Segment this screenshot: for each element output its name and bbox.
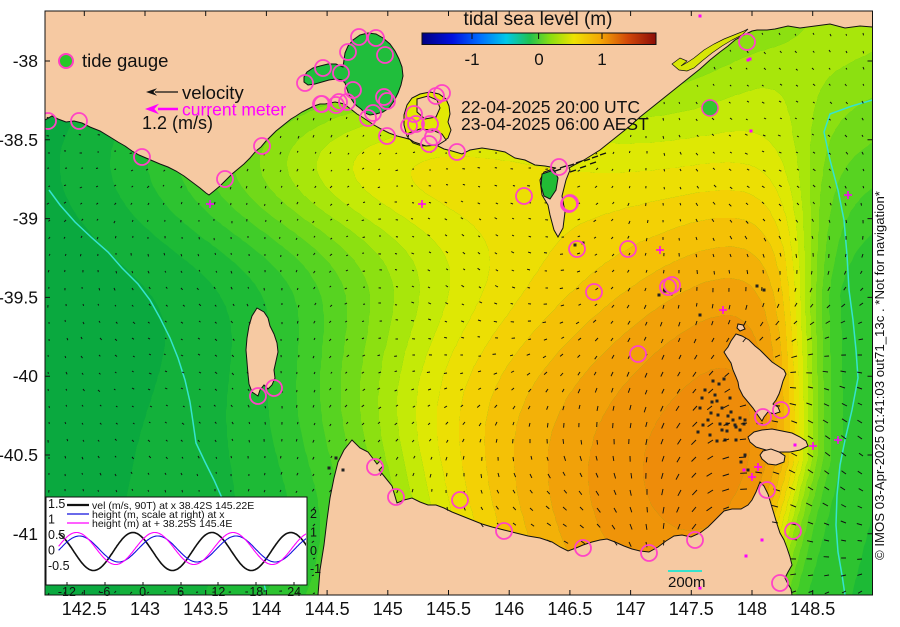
svg-text:144.5: 144.5	[305, 599, 350, 619]
svg-text:0: 0	[139, 585, 146, 599]
svg-text:1: 1	[597, 50, 606, 69]
svg-text:-39.5: -39.5	[0, 287, 38, 307]
svg-text:148.5: 148.5	[790, 599, 835, 619]
svg-text:tide gauge: tide gauge	[82, 50, 168, 71]
svg-text:1.2 (m/s): 1.2 (m/s)	[142, 113, 213, 133]
svg-text:current meter: current meter	[182, 100, 286, 120]
svg-text:6: 6	[177, 585, 184, 599]
svg-text:146: 146	[494, 599, 524, 619]
svg-text:23-04-2025 06:00 AEST: 23-04-2025 06:00 AEST	[461, 114, 649, 134]
svg-text:vel (m/s, 90T) at x 38.42S 145: vel (m/s, 90T) at x 38.42S 145.22E	[92, 500, 254, 512]
svg-text:1.5: 1.5	[48, 497, 65, 511]
svg-text:145.5: 145.5	[426, 599, 471, 619]
svg-text:22-04-2025 20:00 UTC: 22-04-2025 20:00 UTC	[461, 97, 640, 117]
svg-text:-1: -1	[464, 50, 479, 69]
svg-text:147.5: 147.5	[669, 599, 714, 619]
svg-text:148: 148	[737, 599, 767, 619]
svg-text:-12: -12	[58, 585, 76, 599]
svg-text:0: 0	[310, 544, 317, 558]
svg-text:-38: -38	[13, 51, 38, 71]
svg-text:18: 18	[249, 585, 263, 599]
svg-text:-0.5: -0.5	[48, 559, 70, 573]
svg-text:-1: -1	[310, 562, 321, 576]
svg-text:142.5: 142.5	[62, 599, 107, 619]
svg-text:144: 144	[251, 599, 281, 619]
svg-text:143.5: 143.5	[183, 599, 228, 619]
svg-text:height (m, scale at right) at: height (m, scale at right) at x	[92, 509, 225, 521]
svg-text:200m: 200m	[668, 574, 706, 591]
svg-text:tidal sea level (m): tidal sea level (m)	[464, 9, 613, 30]
svg-text:-41: -41	[13, 524, 38, 544]
svg-text:1: 1	[48, 513, 55, 527]
svg-text:-40.5: -40.5	[0, 445, 38, 465]
svg-text:-6: -6	[99, 585, 110, 599]
svg-text:147: 147	[616, 599, 646, 619]
svg-text:0.5: 0.5	[48, 528, 65, 542]
svg-text:-38.5: -38.5	[0, 130, 38, 150]
svg-text:0: 0	[534, 50, 543, 69]
svg-text:-40: -40	[13, 366, 39, 386]
svg-text:146.5: 146.5	[547, 599, 592, 619]
svg-text:1: 1	[310, 526, 317, 540]
svg-text:© IMOS 03-Apr-2025 01:41:03 ou: © IMOS 03-Apr-2025 01:41:03 out71_13c . …	[872, 191, 887, 560]
svg-text:145: 145	[373, 599, 403, 619]
svg-text:12: 12	[211, 585, 225, 599]
svg-text:0: 0	[48, 544, 55, 558]
svg-text:2: 2	[310, 507, 317, 521]
svg-text:-39: -39	[13, 209, 38, 229]
svg-text:24: 24	[287, 585, 301, 599]
svg-text:velocity: velocity	[182, 82, 244, 103]
svg-text:height (m) at + 38.25S 145.4E: height (m) at + 38.25S 145.4E	[92, 518, 232, 530]
svg-text:143: 143	[130, 599, 160, 619]
